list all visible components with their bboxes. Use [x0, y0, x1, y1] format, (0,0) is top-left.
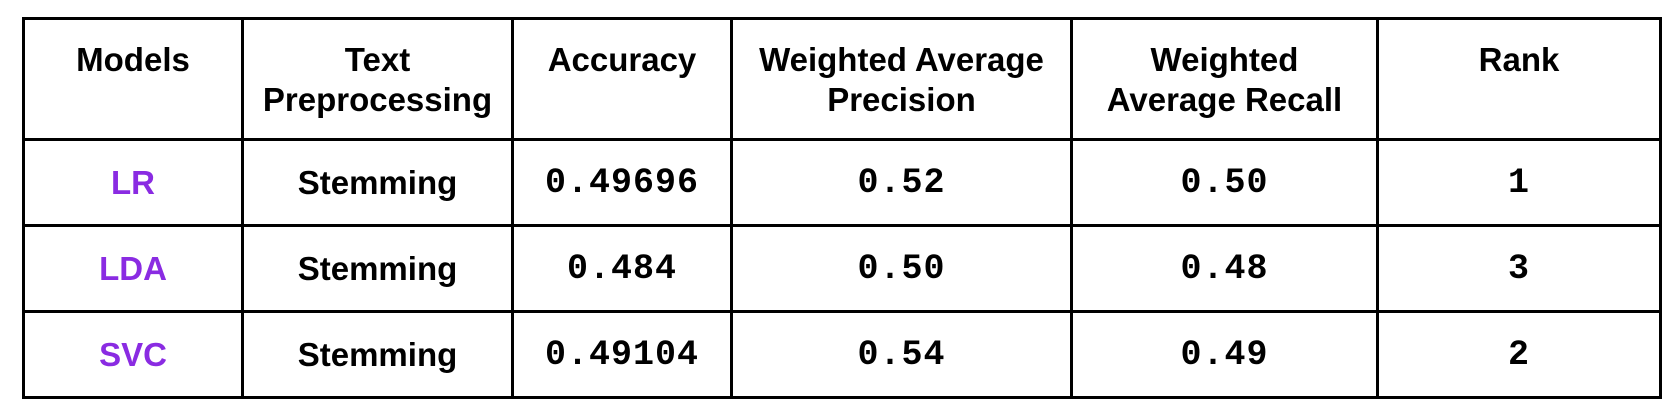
precision-cell: 0.52	[730, 138, 1073, 227]
precision-cell: 0.54	[730, 310, 1073, 399]
header-rank: Rank	[1376, 17, 1662, 141]
preprocessing-cell: Stemming	[241, 224, 514, 313]
recall-cell: 0.49	[1070, 310, 1379, 399]
rank-cell: 1	[1376, 138, 1662, 227]
header-text-preprocessing: Text Preprocessing	[241, 17, 514, 141]
header-weighted-average-precision: Weighted Average Precision	[730, 17, 1073, 141]
precision-cell: 0.50	[730, 224, 1073, 313]
results-table: Models Text Preprocessing Accuracy Weigh…	[22, 17, 1662, 399]
model-cell: LR	[22, 138, 244, 227]
header-accuracy: Accuracy	[511, 17, 733, 141]
accuracy-cell: 0.484	[511, 224, 733, 313]
table-row: LDA Stemming 0.484 0.50 0.48 3	[22, 224, 1662, 313]
model-cell: SVC	[22, 310, 244, 399]
rank-cell: 2	[1376, 310, 1662, 399]
rank-cell: 3	[1376, 224, 1662, 313]
recall-cell: 0.48	[1070, 224, 1379, 313]
table-row: SVC Stemming 0.49104 0.54 0.49 2	[22, 310, 1662, 399]
recall-cell: 0.50	[1070, 138, 1379, 227]
model-cell: LDA	[22, 224, 244, 313]
accuracy-cell: 0.49696	[511, 138, 733, 227]
header-row: Models Text Preprocessing Accuracy Weigh…	[22, 17, 1662, 141]
table-row: LR Stemming 0.49696 0.52 0.50 1	[22, 138, 1662, 227]
preprocessing-cell: Stemming	[241, 138, 514, 227]
header-weighted-average-recall: Weighted Average Recall	[1070, 17, 1379, 141]
accuracy-cell: 0.49104	[511, 310, 733, 399]
header-models: Models	[22, 17, 244, 141]
preprocessing-cell: Stemming	[241, 310, 514, 399]
